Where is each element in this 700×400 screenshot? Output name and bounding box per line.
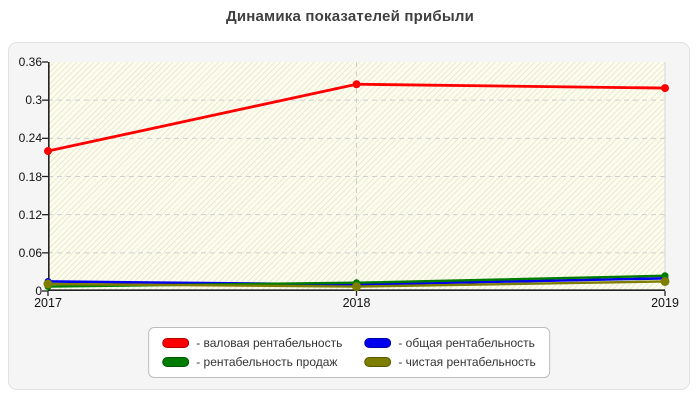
y-axis-label: 0.12 [18,207,42,222]
legend: - валовая рентабельность - общая рентабел… [148,327,550,378]
y-axis-label: 0.24 [18,131,42,146]
y-axis-label: 0.36 [18,55,42,69]
legend-item: - рентабельность продаж [162,355,342,369]
x-axis-label: 2019 [651,296,679,310]
y-axis-label: 0 [35,284,42,298]
chart-canvas [42,61,670,296]
legend-item: - общая рентабельность [364,336,535,350]
chart-card: 0 0.06 0.12 0.18 0.24 0.3 0.36 2017 2018 2019 - … [8,42,690,390]
legend-item: - валовая рентабельность [162,336,342,350]
legend-label: - валовая рентабельность [196,336,343,350]
legend-label: - общая рентабельность [398,336,535,350]
y-axis-label: 0.3 [25,93,42,108]
legend-swatch-icon [364,357,392,367]
x-axis-label: 2017 [34,296,62,310]
y-axis-label: 0.06 [18,245,42,260]
x-axis-label: 2018 [342,296,371,310]
legend-swatch-icon [162,338,190,348]
plot-area: 0 0.06 0.12 0.18 0.24 0.3 0.36 2017 2018 2019 [19,55,679,310]
legend-swatch-icon [364,338,392,348]
chart-title: Динамика показателей прибыли [225,8,475,25]
legend-label: - рентабельность продаж [196,355,338,369]
legend-label: - чистая рентабельность [398,355,536,369]
y-axis-label: 0.18 [18,169,42,184]
legend-swatch-icon [162,357,190,367]
legend-item: - чистая рентабельность [364,355,536,369]
